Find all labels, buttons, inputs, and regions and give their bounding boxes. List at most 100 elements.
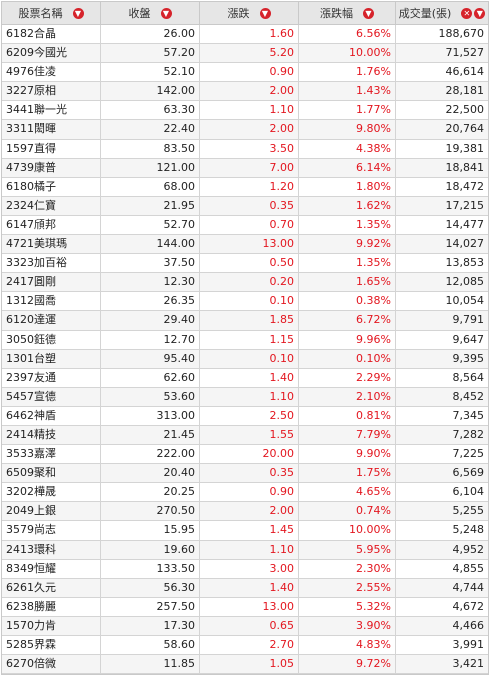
stock-name-cell[interactable]: 6509聚和 <box>2 464 101 483</box>
table-row[interactable]: 2049上銀 270.50 2.00 0.74% 5,255 <box>2 502 488 522</box>
stock-name-cell[interactable]: 6180橘子 <box>2 177 101 196</box>
close-price-cell: 53.60 <box>101 387 200 406</box>
change-cell: 13.00 <box>200 597 299 616</box>
stock-name-cell[interactable]: 3533嘉澤 <box>2 445 101 464</box>
table-row[interactable]: 3227原相 142.00 2.00 1.43% 28,181 <box>2 82 488 102</box>
stock-name-cell[interactable]: 3579尚志 <box>2 521 101 540</box>
table-row[interactable]: 8349恒耀 133.50 3.00 2.30% 4,855 <box>2 559 488 579</box>
change-pct-cell: 6.14% <box>299 158 396 177</box>
sort-down-icon[interactable]: ▼ <box>160 7 172 19</box>
table-row[interactable]: 5285界霖 58.60 2.70 4.83% 3,991 <box>2 636 488 656</box>
table-row[interactable]: 2324仁寶 21.95 0.35 1.62% 17,215 <box>2 196 488 216</box>
stock-name-cell[interactable]: 3441聯一光 <box>2 101 101 120</box>
table-row[interactable]: 2417圓剛 12.30 0.20 1.65% 12,085 <box>2 273 488 293</box>
column-header-change[interactable]: 漲跌 ▼ <box>200 2 299 24</box>
table-row[interactable]: 6209今國光 57.20 5.20 10.00% 71,527 <box>2 44 488 64</box>
close-price-cell: 56.30 <box>101 578 200 597</box>
stock-name-cell[interactable]: 6120達運 <box>2 311 101 330</box>
table-row[interactable]: 6182合晶 26.00 1.60 6.56% 188,670 <box>2 25 488 45</box>
column-header-change-pct[interactable]: 漲跌幅 ▼ <box>299 2 396 24</box>
column-header-volume[interactable]: 成交量(張) ✕ ▼ <box>396 2 488 24</box>
sort-down-icon[interactable]: ▼ <box>474 7 486 19</box>
sort-down-icon[interactable]: ▼ <box>363 7 374 19</box>
close-price-cell: 12.30 <box>101 273 200 292</box>
stock-name-cell[interactable]: 3311閎暉 <box>2 120 101 139</box>
stock-name-cell[interactable]: 6209今國光 <box>2 44 101 63</box>
table-row[interactable]: 3311閎暉 22.40 2.00 9.80% 20,764 <box>2 120 488 140</box>
stock-name-cell[interactable]: 6147頎邦 <box>2 215 101 235</box>
volume-cell: 4,672 <box>452 599 485 613</box>
table-row[interactable]: 6147頎邦 52.70 0.70 1.35% 14,477 <box>2 215 488 236</box>
change-cell: 13.00 <box>200 235 299 254</box>
table-row[interactable]: 3323加百裕 37.50 0.50 1.35% 13,853 <box>2 254 488 274</box>
stock-name-cell[interactable]: 3202樺晟 <box>2 483 101 502</box>
table-row[interactable]: 1312國喬 26.35 0.10 0.38% 10,054 <box>2 292 488 312</box>
close-price-cell: 68.00 <box>101 177 200 196</box>
clear-sort-icon[interactable]: ✕ <box>461 7 473 19</box>
close-price-cell: 222.00 <box>101 445 200 464</box>
stock-name-cell[interactable]: 1570力肯 <box>2 616 101 635</box>
stock-name-cell[interactable]: 1597直得 <box>2 139 101 158</box>
close-price-cell: 257.50 <box>101 597 200 616</box>
sort-down-icon[interactable]: ▼ <box>259 7 271 19</box>
change-pct-cell: 10.00% <box>299 44 396 63</box>
volume-cell: 17,215 <box>445 198 485 212</box>
stock-name-cell[interactable]: 2324仁寶 <box>2 196 101 215</box>
stock-name-cell[interactable]: 2414精技 <box>2 425 101 445</box>
volume-cell: 188,670 <box>438 27 485 40</box>
stock-name-cell[interactable]: 6261久元 <box>2 578 101 597</box>
stock-name-cell[interactable]: 2397友通 <box>2 368 101 387</box>
stock-name-cell[interactable]: 1301台塑 <box>2 349 101 368</box>
table-row[interactable]: 6120達運 29.40 1.85 6.72% 9,791 <box>2 311 488 331</box>
table-row[interactable]: 2414精技 21.45 1.55 7.79% 7,282 <box>2 425 488 446</box>
stock-name-cell[interactable]: 3227原相 <box>2 82 101 101</box>
table-row[interactable]: 6270倍微 11.85 1.05 9.72% 3,421 <box>2 655 488 675</box>
table-row[interactable]: 3579尚志 15.95 1.45 10.00% 5,248 <box>2 521 488 541</box>
table-row[interactable]: 3533嘉澤 222.00 20.00 9.90% 7,225 <box>2 445 488 465</box>
stock-name-cell[interactable]: 8349恒耀 <box>2 559 101 578</box>
table-row[interactable]: 6462神盾 313.00 2.50 0.81% 7,345 <box>2 406 488 426</box>
stock-name-cell[interactable]: 6270倍微 <box>2 655 101 674</box>
table-row[interactable]: 6238勝麗 257.50 13.00 5.32% 4,672 <box>2 597 488 617</box>
table-row[interactable]: 2413環科 19.60 1.10 5.95% 4,952 <box>2 540 488 560</box>
column-header-name[interactable]: 股票名稱 ▼ <box>2 2 101 24</box>
sort-down-icon[interactable]: ▼ <box>72 7 84 19</box>
change-cell: 2.50 <box>200 406 299 425</box>
close-price-cell: 313.00 <box>101 406 200 425</box>
stock-name-cell[interactable]: 5457宣德 <box>2 387 101 406</box>
table-row[interactable]: 4721美琪瑪 144.00 13.00 9.92% 14,027 <box>2 235 488 255</box>
close-price-cell: 95.40 <box>101 349 200 368</box>
change-pct-cell: 7.79% <box>299 425 396 445</box>
table-row[interactable]: 4739康普 121.00 7.00 6.14% 18,841 <box>2 158 488 178</box>
table-row[interactable]: 1597直得 83.50 3.50 4.38% 19,381 <box>2 139 488 159</box>
stock-name-cell[interactable]: 1312國喬 <box>2 292 101 311</box>
stock-name-cell[interactable]: 2417圓剛 <box>2 273 101 292</box>
stock-name-cell[interactable]: 2413環科 <box>2 540 101 559</box>
table-row[interactable]: 2397友通 62.60 1.40 2.29% 8,564 <box>2 368 488 388</box>
table-row[interactable]: 6261久元 56.30 1.40 2.55% 4,744 <box>2 578 488 598</box>
volume-cell: 22,500 <box>445 103 485 117</box>
stock-name-cell[interactable]: 3050鈺德 <box>2 330 101 349</box>
stock-name-cell[interactable]: 6462神盾 <box>2 406 101 425</box>
table-row[interactable]: 4976佳凌 52.10 0.90 1.76% 46,614 <box>2 63 488 83</box>
stock-name-cell[interactable]: 4976佳凌 <box>2 63 101 82</box>
table-row[interactable]: 3050鈺德 12.70 1.15 9.96% 9,647 <box>2 330 488 350</box>
table-row[interactable]: 6509聚和 20.40 0.35 1.75% 6,569 <box>2 464 488 484</box>
table-row[interactable]: 5457宣德 53.60 1.10 2.10% 8,452 <box>2 387 488 407</box>
stock-name-cell[interactable]: 5285界霖 <box>2 636 101 655</box>
close-price-cell: 63.30 <box>101 101 200 120</box>
table-row[interactable]: 3441聯一光 63.30 1.10 1.77% 22,500 <box>2 101 488 121</box>
stock-name-cell[interactable]: 3323加百裕 <box>2 254 101 273</box>
change-cell: 20.00 <box>200 445 299 464</box>
table-row[interactable]: 3202樺晟 20.25 0.90 4.65% 6,104 <box>2 483 488 503</box>
stock-name-cell[interactable]: 2049上銀 <box>2 502 101 521</box>
stock-name-cell[interactable]: 6238勝麗 <box>2 597 101 616</box>
table-row[interactable]: 1570力肯 17.30 0.65 3.90% 4,466 <box>2 616 488 636</box>
column-header-close[interactable]: 收盤 ▼ <box>101 2 200 24</box>
stock-name-cell[interactable]: 6182合晶 <box>2 25 101 44</box>
table-row[interactable]: 1301台塑 95.40 0.10 0.10% 9,395 <box>2 349 488 369</box>
change-cell: 3.00 <box>200 559 299 578</box>
table-row[interactable]: 6180橘子 68.00 1.20 1.80% 18,472 <box>2 177 488 197</box>
stock-name-cell[interactable]: 4739康普 <box>2 158 101 177</box>
stock-name-cell[interactable]: 4721美琪瑪 <box>2 235 101 254</box>
